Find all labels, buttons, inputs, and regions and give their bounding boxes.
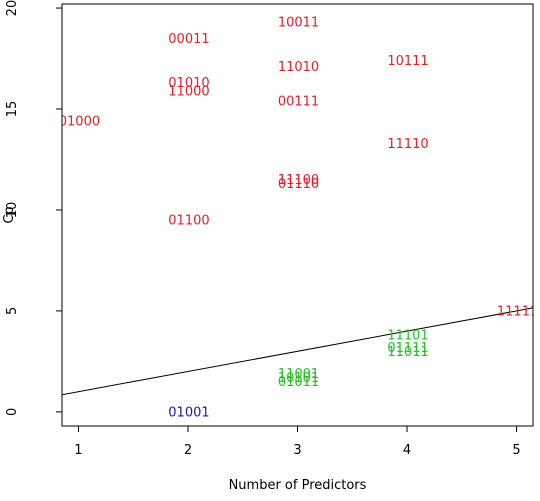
point-label: 11111 [497,304,538,319]
point-label: 11110 [387,137,428,152]
point-label: 01110 [278,177,319,192]
point-label: 10111 [387,54,428,69]
point-label: 01001 [168,405,209,420]
y-axis: 0 5 10 15 20 [5,0,62,416]
y-tick-label: 15 [5,101,20,118]
reference-line [62,307,533,396]
x-axis-title: Number of Predictors [229,478,367,493]
x-tick-label: 2 [184,443,192,458]
reference-line-group [62,307,533,396]
y-tick-label: 5 [5,307,20,315]
point-label: 11000 [168,84,209,99]
x-tick-label: 1 [74,443,82,458]
x-tick-label: 4 [403,443,411,458]
point-label: 01111 [387,341,428,356]
y-axis-title: Cp [2,206,17,223]
y-tick-label: 20 [5,0,20,16]
point-label: 10101 [278,371,319,386]
point-label: 01011 [278,375,319,390]
x-tick-label: 3 [293,443,301,458]
point-label: 00011 [168,32,209,47]
point-label: 00111 [278,94,319,109]
point-label: 01000 [59,115,100,130]
point-label: 11011 [387,345,428,360]
point-label: 10011 [278,16,319,31]
point-label: 01100 [168,214,209,229]
point-label: 11101 [387,329,428,344]
point-label: 11010 [278,60,319,75]
x-axis: 1 2 3 4 5 [74,426,521,458]
y-tick-label: 10 [5,202,20,219]
x-tick-label: 5 [512,443,520,458]
point-label: 11001 [278,367,319,382]
point-label: 01010 [168,76,209,91]
y-tick-label: 0 [5,408,20,416]
point-label: 11100 [278,173,319,188]
